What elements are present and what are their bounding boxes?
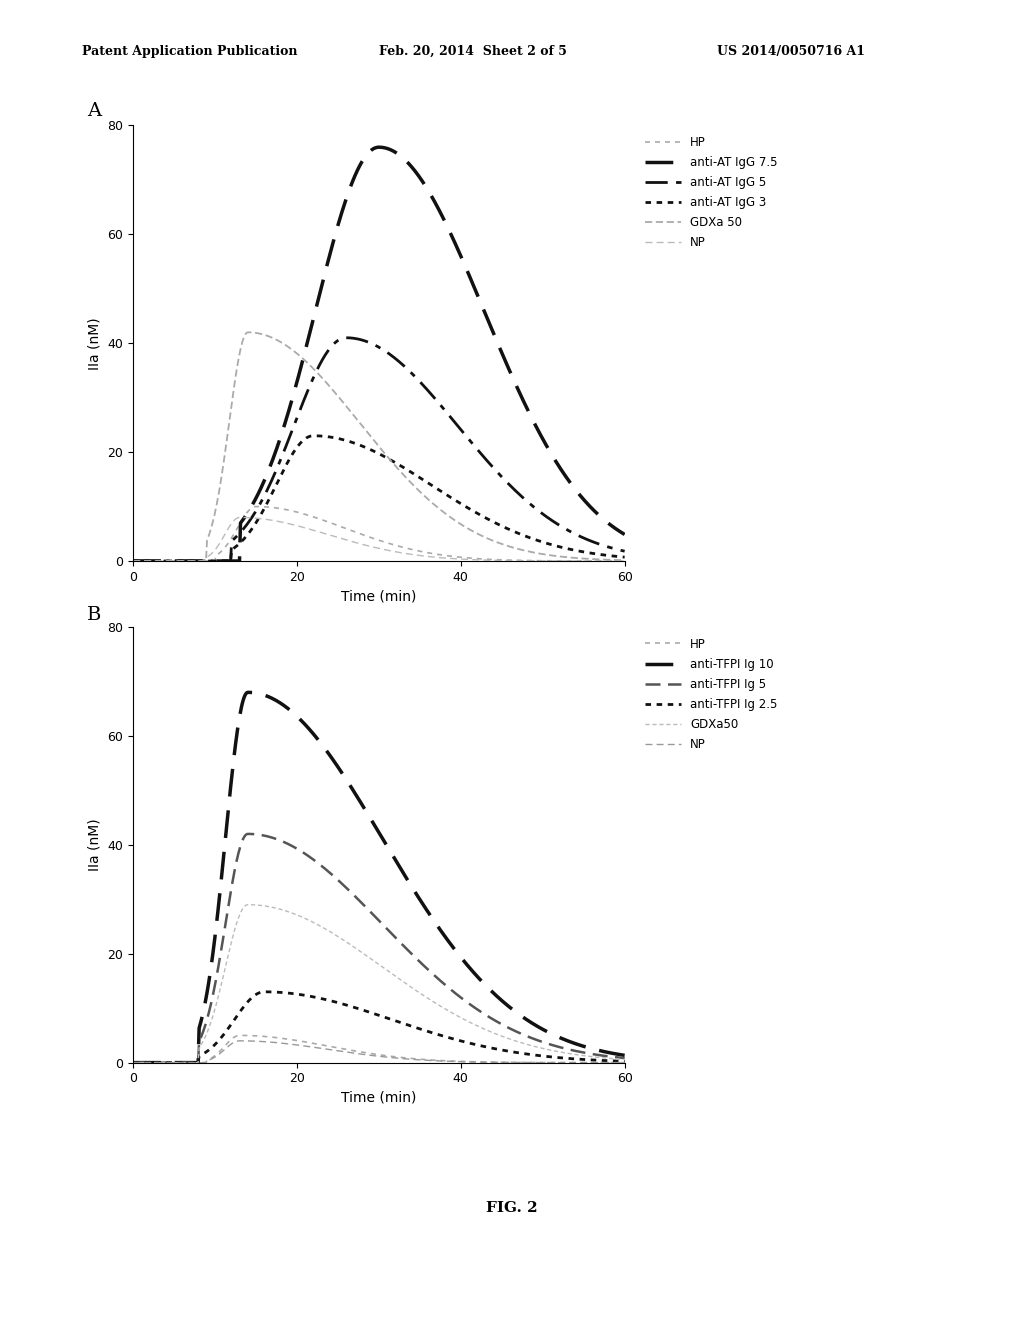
Text: FIG. 2: FIG. 2	[486, 1201, 538, 1216]
Text: Feb. 20, 2014  Sheet 2 of 5: Feb. 20, 2014 Sheet 2 of 5	[379, 45, 566, 58]
X-axis label: Time (min): Time (min)	[341, 589, 417, 603]
Text: A: A	[87, 102, 101, 120]
Y-axis label: IIa (nM): IIa (nM)	[88, 317, 101, 370]
Text: Patent Application Publication: Patent Application Publication	[82, 45, 297, 58]
Legend: HP, anti-TFPI Ig 10, anti-TFPI Ig 5, anti-TFPI Ig 2.5, GDXa50, NP: HP, anti-TFPI Ig 10, anti-TFPI Ig 5, ant…	[640, 632, 782, 756]
X-axis label: Time (min): Time (min)	[341, 1090, 417, 1105]
Text: B: B	[87, 606, 101, 624]
Text: US 2014/0050716 A1: US 2014/0050716 A1	[717, 45, 865, 58]
Y-axis label: IIa (nM): IIa (nM)	[88, 818, 101, 871]
Legend: HP, anti-AT IgG 7.5, anti-AT IgG 5, anti-AT IgG 3, GDXa 50, NP: HP, anti-AT IgG 7.5, anti-AT IgG 5, anti…	[640, 131, 782, 255]
